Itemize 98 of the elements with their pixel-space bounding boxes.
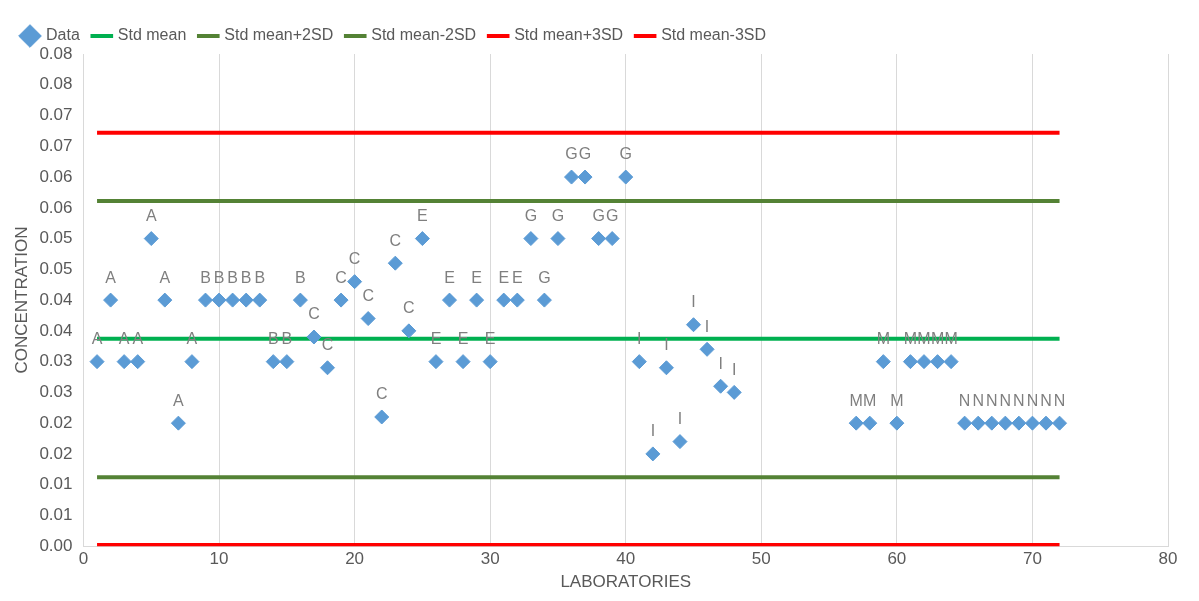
x-tick-label: 40 bbox=[616, 549, 636, 569]
data-label: E bbox=[498, 268, 510, 286]
data-label: I bbox=[691, 293, 696, 311]
data-label: B bbox=[200, 268, 211, 286]
data-label: I bbox=[677, 410, 683, 428]
y-tick-label: 0.08 bbox=[39, 43, 73, 63]
y-tick-label: 0.05 bbox=[39, 259, 73, 279]
legend-label: Std mean-3SD bbox=[661, 26, 767, 44]
data-label: C bbox=[403, 299, 415, 317]
legend-label: Std mean+2SD bbox=[224, 26, 334, 44]
data-label: G bbox=[565, 145, 578, 163]
data-label: E bbox=[511, 268, 523, 286]
data-label: B bbox=[281, 330, 293, 348]
data-label: B bbox=[254, 268, 266, 286]
data-label: N bbox=[985, 391, 998, 409]
data-label: I bbox=[704, 317, 710, 335]
data-label: G bbox=[619, 145, 632, 163]
x-tick-label: 50 bbox=[751, 549, 771, 569]
data-label: M bbox=[876, 330, 890, 348]
data-label: C bbox=[362, 286, 374, 304]
data-label: N bbox=[999, 391, 1012, 409]
data-label: A bbox=[186, 330, 198, 348]
data-label: E bbox=[417, 206, 428, 224]
data-label: N bbox=[1026, 391, 1039, 409]
y-tick-label: 0.02 bbox=[39, 412, 73, 432]
data-label: E bbox=[444, 268, 455, 286]
data-label: C bbox=[389, 231, 402, 249]
data-label: B bbox=[240, 268, 252, 286]
y-tick-label: 0.01 bbox=[39, 474, 73, 494]
y-tick-label: 0.06 bbox=[39, 197, 73, 217]
x-tick-label: 10 bbox=[209, 549, 229, 569]
data-label: G bbox=[605, 206, 619, 224]
data-label: C bbox=[335, 268, 347, 286]
y-tick-label: 0.01 bbox=[39, 505, 73, 525]
data-label: B bbox=[267, 330, 279, 348]
data-label: E bbox=[430, 330, 442, 348]
x-tick-label: 30 bbox=[480, 549, 500, 569]
data-label: M bbox=[917, 330, 931, 348]
data-label: N bbox=[1013, 391, 1025, 409]
data-label: A bbox=[145, 206, 157, 224]
x-tick-label: 20 bbox=[345, 549, 365, 569]
x-tick-label: 80 bbox=[1158, 549, 1178, 569]
data-label: I bbox=[637, 330, 642, 348]
data-label: E bbox=[471, 268, 482, 286]
data-label: A bbox=[159, 268, 171, 286]
y-tick-label: 0.07 bbox=[39, 135, 73, 155]
data-label: C bbox=[308, 305, 320, 323]
y-tick-label: 0.07 bbox=[39, 105, 73, 125]
data-label: C bbox=[348, 250, 361, 268]
data-label: B bbox=[213, 268, 225, 286]
data-label: A bbox=[173, 391, 185, 409]
data-label: G bbox=[538, 268, 551, 286]
y-tick-label: 0.02 bbox=[39, 443, 73, 463]
y-tick-label: 0.03 bbox=[39, 351, 73, 371]
data-label: G bbox=[524, 206, 538, 224]
data-label: I bbox=[650, 422, 656, 440]
data-label: G bbox=[551, 206, 565, 224]
data-label: M bbox=[930, 330, 945, 348]
data-label: M bbox=[849, 391, 863, 409]
data-label: G bbox=[592, 206, 605, 224]
y-tick-label: 0.03 bbox=[39, 382, 73, 402]
data-label: M bbox=[890, 391, 904, 409]
data-label: M bbox=[944, 330, 958, 348]
data-label: I bbox=[664, 336, 669, 354]
y-tick-label: 0.08 bbox=[39, 74, 73, 94]
y-tick-label: 0.06 bbox=[39, 166, 73, 186]
legend-label: Data bbox=[46, 26, 80, 44]
data-label: A bbox=[91, 330, 103, 348]
data-label: C bbox=[321, 336, 334, 354]
data-label: I bbox=[731, 360, 737, 378]
x-tick-label: 70 bbox=[1022, 549, 1042, 569]
data-label: A bbox=[132, 330, 144, 348]
y-tick-label: 0.00 bbox=[39, 535, 73, 555]
legend-label: Std mean+3SD bbox=[514, 26, 624, 44]
y-tick-label: 0.05 bbox=[39, 228, 73, 248]
y-tick-label: 0.04 bbox=[39, 289, 73, 309]
data-label: N bbox=[958, 391, 971, 409]
data-label: N bbox=[1053, 391, 1066, 409]
x-axis-title: LABORATORIES bbox=[560, 572, 692, 592]
data-label: E bbox=[484, 330, 496, 348]
data-label: N bbox=[972, 391, 984, 409]
data-label: M bbox=[863, 391, 877, 409]
data-label: C bbox=[375, 385, 388, 403]
data-label: B bbox=[227, 268, 238, 286]
x-tick-label: 0 bbox=[78, 549, 89, 569]
data-label: A bbox=[118, 330, 130, 348]
legend-label: Std mean bbox=[117, 26, 187, 44]
data-label: N bbox=[1040, 391, 1052, 409]
y-tick-label: 0.04 bbox=[39, 320, 73, 340]
data-label: A bbox=[105, 268, 117, 286]
data-label: B bbox=[295, 268, 306, 286]
data-label: I bbox=[718, 354, 723, 372]
data-label: G bbox=[578, 145, 592, 163]
data-label: M bbox=[903, 330, 918, 348]
legend-label: Std mean-2SD bbox=[371, 26, 477, 44]
y-axis-title: CONCENTRATION bbox=[11, 226, 31, 374]
x-tick-label: 60 bbox=[887, 549, 907, 569]
data-label: E bbox=[457, 330, 469, 348]
